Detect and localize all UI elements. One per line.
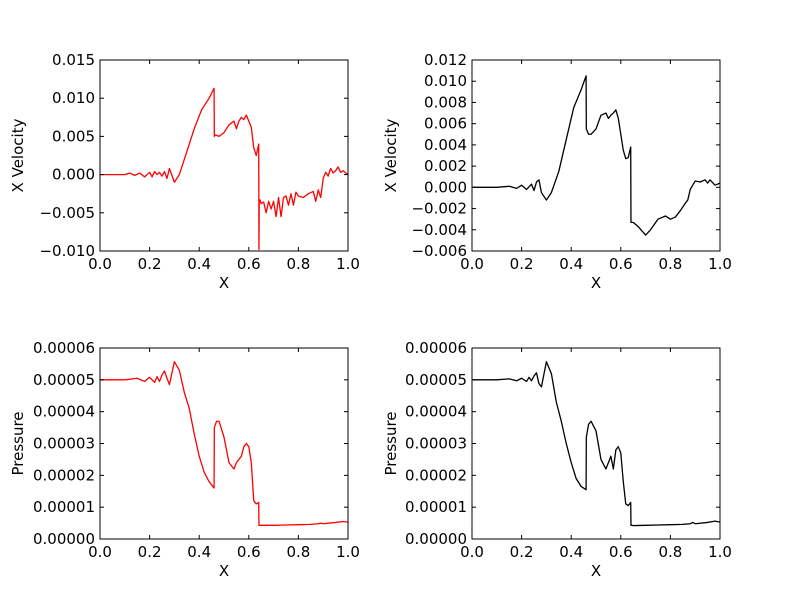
x-tick-label: 1.0 bbox=[336, 543, 360, 561]
x-tick-label: 0.8 bbox=[286, 255, 310, 273]
x-tick-label: 0.2 bbox=[510, 255, 534, 273]
y-tick-label: 0.00002 bbox=[405, 466, 467, 484]
x-tick-label: 0.4 bbox=[187, 255, 211, 273]
y-axis-label: Pressure bbox=[9, 411, 27, 475]
y-tick-label: 0.000 bbox=[52, 166, 95, 184]
axes-frame bbox=[471, 347, 721, 540]
y-tick-label: −0.002 bbox=[411, 200, 467, 218]
x-tick-label: 0.4 bbox=[559, 543, 583, 561]
y-tick-label: −0.005 bbox=[39, 204, 95, 222]
y-tick-label: 0.00004 bbox=[33, 403, 95, 421]
y-axis-label: Pressure bbox=[382, 411, 400, 475]
y-tick-label: 0.00001 bbox=[405, 498, 467, 516]
x-tick-label: 0.0 bbox=[460, 543, 484, 561]
x-tick-label: 0.2 bbox=[510, 543, 534, 561]
y-tick-label: 0.00000 bbox=[405, 530, 467, 548]
x-tick-label: 0.8 bbox=[286, 543, 310, 561]
y-tick-label: 0.000 bbox=[424, 178, 467, 196]
y-tick-label: −0.006 bbox=[411, 242, 467, 260]
chart-panel-3: 0.0 0.2 0.4 0.6 0.8 1.0 0.00000 0.00001 0.00002 0… bbox=[9, 339, 360, 580]
y-tick-label: 0.006 bbox=[424, 115, 467, 133]
y-tick-label: 0.00005 bbox=[33, 371, 95, 389]
x-tick-label: 0.4 bbox=[559, 255, 583, 273]
y-tick-label: 0.012 bbox=[424, 51, 467, 69]
x-tick-label: 0.6 bbox=[609, 255, 633, 273]
y-tick-label: 0.00003 bbox=[405, 435, 467, 453]
x-tick-label: 0.6 bbox=[237, 543, 261, 561]
x-tick-label: 0.4 bbox=[187, 543, 211, 561]
y-tick-label: 0.005 bbox=[52, 127, 95, 145]
y-tick-label: 0.00006 bbox=[33, 339, 95, 357]
y-tick-label: 0.00000 bbox=[33, 530, 95, 548]
x-tick-label: 1.0 bbox=[708, 255, 732, 273]
y-tick-label: 0.008 bbox=[424, 93, 467, 111]
x-tick-label: 0.8 bbox=[658, 543, 682, 561]
x-tick-label: 1.0 bbox=[336, 255, 360, 273]
y-tick-label: 0.00004 bbox=[405, 403, 467, 421]
x-axis-label: X bbox=[219, 562, 229, 580]
chart-panel-2: 0.0 0.2 0.4 0.6 0.8 1.0 −0.006 −0.004 −0.002 0.00… bbox=[382, 51, 732, 292]
x-tick-label: 0.2 bbox=[138, 255, 162, 273]
series-line-3-1 bbox=[100, 361, 349, 526]
y-tick-label: 0.010 bbox=[52, 89, 95, 107]
y-tick-label: 0.004 bbox=[424, 136, 467, 154]
axes-frame bbox=[99, 59, 349, 252]
x-axis-label: X bbox=[219, 274, 229, 292]
y-tick-label: 0.002 bbox=[424, 157, 467, 175]
series-line-1-1 bbox=[100, 87, 349, 251]
y-tick-label: 0.00002 bbox=[33, 466, 95, 484]
x-axis-label: X bbox=[591, 562, 601, 580]
x-tick-label: 0.0 bbox=[460, 255, 484, 273]
chart-panel-4: 0.0 0.2 0.4 0.6 0.8 1.0 0.00000 0.00001 0.00002 0… bbox=[382, 339, 732, 580]
x-tick-label: 0.0 bbox=[88, 255, 112, 273]
series-line-4-1 bbox=[472, 361, 721, 527]
y-axis-label: X Velocity bbox=[382, 118, 400, 192]
y-tick-label: −0.010 bbox=[39, 242, 95, 260]
axes-frame bbox=[471, 59, 721, 252]
x-tick-label: 0.8 bbox=[658, 255, 682, 273]
x-tick-label: 0.6 bbox=[237, 255, 261, 273]
x-tick-label: 1.0 bbox=[708, 543, 732, 561]
chart-panel-1: 0.0 0.2 0.4 0.6 0.8 1.0 −0.010 −0.005 0.000 0.005… bbox=[9, 51, 360, 292]
y-tick-label: 0.015 bbox=[52, 51, 95, 69]
x-tick-label: 0.6 bbox=[609, 543, 633, 561]
axes-frame bbox=[99, 347, 349, 540]
x-axis-label: X bbox=[591, 274, 601, 292]
y-tick-label: 0.00006 bbox=[405, 339, 467, 357]
x-tick-label: 0.2 bbox=[138, 543, 162, 561]
y-axis-label: X Velocity bbox=[9, 118, 27, 192]
x-tick-label: 0.0 bbox=[88, 543, 112, 561]
series-line-2-1 bbox=[472, 75, 721, 236]
y-tick-label: 0.00003 bbox=[33, 435, 95, 453]
y-tick-label: 0.010 bbox=[424, 72, 467, 90]
y-tick-label: 0.00001 bbox=[33, 498, 95, 516]
y-tick-label: 0.00005 bbox=[405, 371, 467, 389]
y-tick-label: −0.004 bbox=[411, 221, 467, 239]
